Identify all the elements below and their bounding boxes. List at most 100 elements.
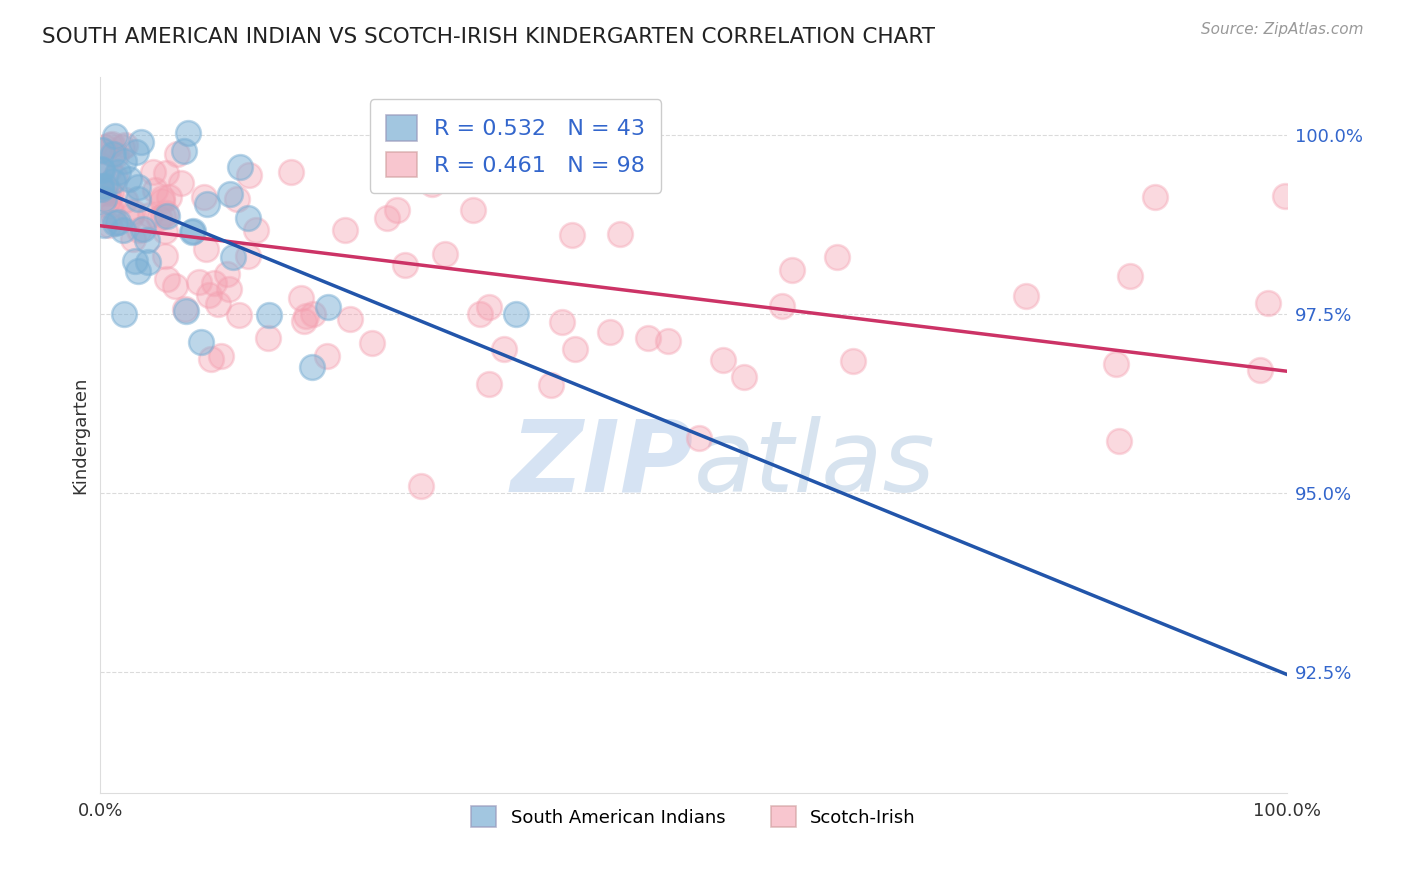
Point xyxy=(361,336,384,351)
Point xyxy=(377,211,399,225)
Point xyxy=(100,138,122,153)
Point xyxy=(127,192,149,206)
Point xyxy=(90,182,112,196)
Y-axis label: Kindergarten: Kindergarten xyxy=(72,376,89,494)
Point xyxy=(98,162,121,177)
Point xyxy=(139,208,162,222)
Text: ZIP: ZIP xyxy=(510,416,693,513)
Point xyxy=(173,144,195,158)
Point xyxy=(153,224,176,238)
Point xyxy=(770,299,793,313)
Point xyxy=(478,377,501,392)
Point xyxy=(1015,289,1038,303)
Point xyxy=(94,179,117,194)
Point xyxy=(420,178,443,192)
Point xyxy=(301,359,323,374)
Point xyxy=(170,177,193,191)
Point xyxy=(550,315,572,329)
Point xyxy=(193,189,215,203)
Point xyxy=(657,334,679,348)
Point xyxy=(155,205,177,219)
Point xyxy=(609,227,631,242)
Point xyxy=(112,307,135,321)
Point xyxy=(97,194,120,208)
Point xyxy=(190,335,212,350)
Point xyxy=(188,275,211,289)
Point xyxy=(207,296,229,310)
Point xyxy=(155,166,177,180)
Point xyxy=(301,307,323,321)
Point xyxy=(103,216,125,230)
Point xyxy=(280,165,302,179)
Point xyxy=(127,264,149,278)
Point xyxy=(132,222,155,236)
Point xyxy=(177,126,200,140)
Point xyxy=(148,211,170,225)
Point xyxy=(166,146,188,161)
Point xyxy=(91,163,114,178)
Point xyxy=(290,291,312,305)
Point xyxy=(218,282,240,296)
Point xyxy=(461,202,484,217)
Text: SOUTH AMERICAN INDIAN VS SCOTCH-IRISH KINDERGARTEN CORRELATION CHART: SOUTH AMERICAN INDIAN VS SCOTCH-IRISH KI… xyxy=(42,27,935,46)
Point xyxy=(91,144,114,158)
Point xyxy=(103,174,125,188)
Point xyxy=(93,139,115,153)
Point xyxy=(713,353,735,368)
Point xyxy=(127,180,149,194)
Point xyxy=(112,153,135,168)
Point xyxy=(294,309,316,323)
Point xyxy=(540,378,562,392)
Point xyxy=(215,267,238,281)
Point xyxy=(599,325,621,339)
Point xyxy=(292,313,315,327)
Point xyxy=(181,223,204,237)
Point xyxy=(200,352,222,367)
Point xyxy=(143,182,166,196)
Point xyxy=(1249,362,1271,376)
Point xyxy=(825,250,848,264)
Point xyxy=(315,350,337,364)
Point xyxy=(257,309,280,323)
Point xyxy=(219,186,242,201)
Point xyxy=(236,211,259,225)
Point xyxy=(98,198,121,212)
Point xyxy=(98,218,121,232)
Point xyxy=(122,205,145,219)
Point xyxy=(91,186,114,201)
Point xyxy=(385,202,408,217)
Point xyxy=(103,147,125,161)
Point xyxy=(122,232,145,246)
Point xyxy=(236,249,259,263)
Point xyxy=(93,192,115,206)
Point xyxy=(222,251,245,265)
Point xyxy=(478,301,501,315)
Point xyxy=(93,218,115,232)
Point xyxy=(173,301,195,316)
Point xyxy=(114,193,136,207)
Point xyxy=(101,206,124,220)
Point xyxy=(181,225,204,239)
Point xyxy=(1108,434,1130,449)
Point xyxy=(96,183,118,197)
Point xyxy=(1274,189,1296,203)
Point xyxy=(97,192,120,206)
Point xyxy=(1104,357,1126,371)
Point xyxy=(124,145,146,160)
Point xyxy=(174,304,197,318)
Point xyxy=(153,249,176,263)
Text: atlas: atlas xyxy=(693,416,935,513)
Point xyxy=(561,227,583,242)
Point xyxy=(339,311,361,326)
Point xyxy=(110,139,132,153)
Point xyxy=(257,331,280,345)
Point xyxy=(637,331,659,345)
Point xyxy=(194,243,217,257)
Point xyxy=(152,209,174,223)
Point xyxy=(1118,268,1140,283)
Point xyxy=(120,210,142,224)
Point xyxy=(195,196,218,211)
Point xyxy=(394,258,416,272)
Point xyxy=(124,254,146,268)
Point xyxy=(93,144,115,158)
